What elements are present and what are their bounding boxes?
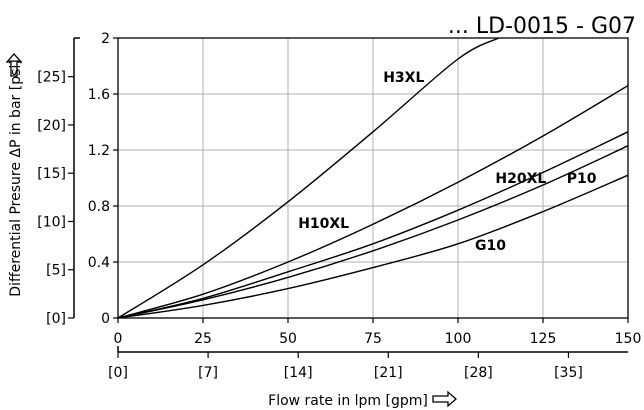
curve-label-p10: P10 (567, 171, 597, 187)
secondary-y-tick-label: [25] (37, 70, 66, 86)
y-tick-label: 0.4 (88, 255, 110, 271)
x-axis-label: Flow rate in lpm [gpm] (268, 393, 428, 409)
x-tick-label: 0 (114, 331, 123, 347)
series-line-h10xl (118, 84, 628, 318)
x-tick-label: 100 (445, 331, 472, 347)
curve-label-h3xl: H3XL (383, 70, 424, 86)
series-line-h3xl (118, 38, 500, 318)
secondary-y-tick-label: [0] (46, 311, 66, 327)
secondary-y-tick-label: [15] (37, 166, 66, 182)
x-tick-label: 125 (530, 331, 557, 347)
y-tick-label: 0.8 (88, 199, 110, 215)
secondary-x-tick-label: [0] (108, 365, 128, 381)
secondary-y-tick-label: [10] (37, 214, 66, 230)
curve-label-h20xl: H20XL (495, 171, 546, 187)
secondary-x-tick-label: [28] (464, 365, 493, 381)
x-tick-label: 150 (615, 331, 642, 347)
x-tick-label: 25 (194, 331, 212, 347)
curve-label-g10: G10 (475, 238, 506, 254)
y-tick-label: 1.6 (88, 87, 110, 103)
curves (118, 38, 628, 318)
x-tick-label: 50 (279, 331, 297, 347)
ticks: 0 25 50 75 100 125 150 0 0.4 0.8 1.2 1.6 2 [0] [7] [14]… (37, 31, 641, 381)
curve-labels: H3XL H10XL H20XL P10 G10 (298, 70, 597, 254)
y-axis-label: Differential Presure ΔP in bar [psi] (8, 59, 24, 296)
x-axis-arrow-icon (432, 390, 457, 408)
series-line-h20xl (118, 131, 628, 318)
grid (118, 38, 628, 318)
secondary-x-tick-label: [35] (554, 365, 583, 381)
y-axis-arrow-icon (5, 53, 23, 77)
secondary-y-tick-label: [5] (46, 263, 66, 279)
secondary-x-tick-label: [14] (284, 365, 313, 381)
curve-label-h10xl: H10XL (298, 216, 349, 232)
secondary-y-tick-label: [20] (37, 118, 66, 134)
x-tick-label: 75 (364, 331, 382, 347)
secondary-x-tick-label: [21] (374, 365, 403, 381)
series-line-p10 (118, 145, 628, 318)
y-tick-label: 0 (101, 311, 110, 327)
chart-title: ... LD-0015 - G07 (448, 14, 636, 39)
series-line-g10 (118, 174, 628, 318)
y-tick-label: 2 (101, 31, 110, 47)
secondary-x-tick-label: [7] (198, 365, 218, 381)
y-tick-label: 1.2 (88, 143, 110, 159)
